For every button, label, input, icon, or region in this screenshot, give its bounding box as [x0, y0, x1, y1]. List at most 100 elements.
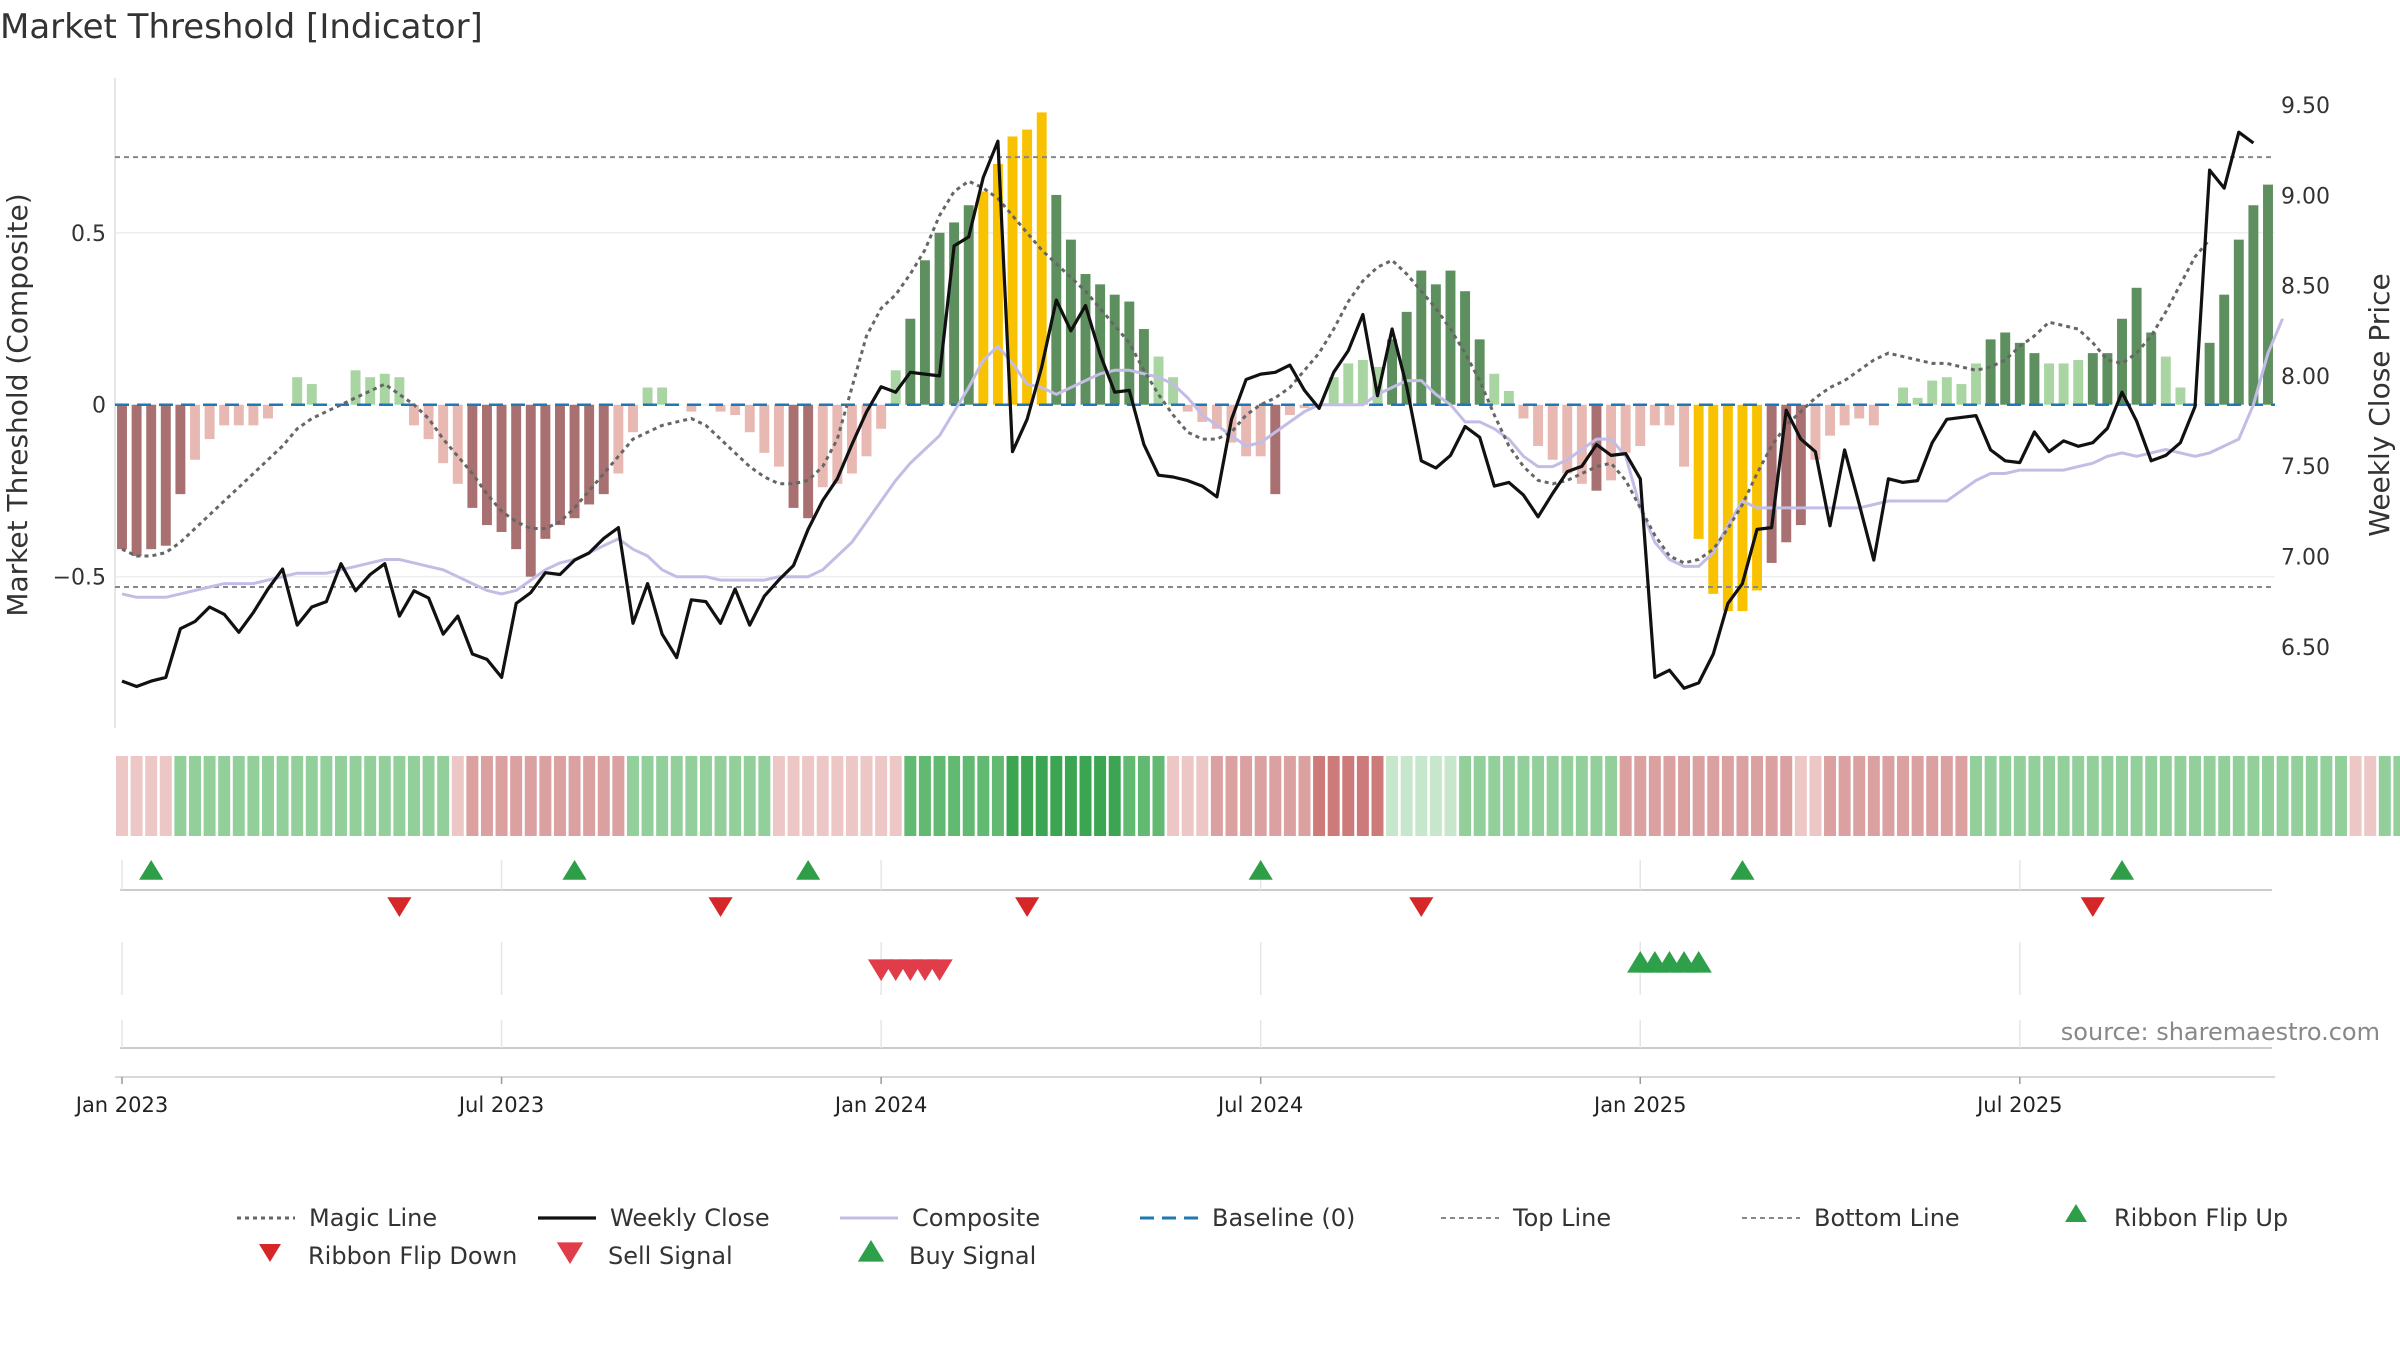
ribbon-cell — [802, 756, 815, 836]
histogram-bar — [1576, 404, 1587, 484]
ribbon-cell — [232, 756, 245, 836]
legend-item-buy: Buy Signal — [857, 1240, 1036, 1270]
ribbon-cell — [1575, 756, 1588, 836]
ribbon-cell — [1780, 756, 1793, 836]
ribbon-cell — [860, 756, 873, 836]
magic-line — [121, 179, 2211, 565]
histogram-bar — [934, 232, 945, 405]
ribbon-cell — [1386, 756, 1399, 836]
ribbon-cell — [524, 756, 537, 836]
histogram-bar — [1153, 356, 1164, 405]
ribbon-flip-down-marker — [387, 897, 412, 917]
ribbon-cell — [203, 756, 216, 836]
ribbon-cell — [1488, 756, 1501, 836]
ribbon-cell — [1502, 756, 1515, 836]
histogram-bar — [1430, 284, 1441, 405]
histogram-bar — [1985, 339, 1996, 405]
histogram-bar — [409, 404, 419, 426]
ribbon-cell — [1897, 756, 1910, 836]
bottom-panel — [115, 1047, 2275, 1078]
legend-label: Bottom Line — [1814, 1204, 1960, 1232]
histogram-bar — [1445, 270, 1456, 405]
ribbon-cell — [1035, 756, 1048, 836]
trend-ribbon — [116, 756, 2400, 836]
ribbon-cell — [1473, 756, 1486, 836]
weekly-close-line — [121, 130, 2255, 690]
ribbon-cell — [1721, 756, 1734, 836]
ribbon-cell — [772, 756, 785, 836]
ribbon-cell — [291, 756, 304, 836]
histogram-bar — [2000, 332, 2011, 405]
ribbon-cell — [1021, 756, 1034, 836]
histogram-bar — [1138, 329, 1149, 405]
ribbon-flip-down-marker — [2080, 897, 2105, 917]
ribbon-cell — [889, 756, 902, 836]
ribbon-cell — [583, 756, 596, 836]
histogram-bar — [1693, 404, 1704, 539]
ribbon-cell — [1999, 756, 2012, 836]
ribbon-cell — [2028, 756, 2041, 836]
ribbon-cell — [816, 756, 829, 836]
histogram-bar — [306, 384, 317, 405]
x-gridlines — [121, 860, 2021, 1048]
histogram-bar — [2073, 360, 2084, 405]
legend-label: Sell Signal — [608, 1242, 733, 1270]
ribbon-cell — [568, 756, 581, 836]
ribbon-cell — [276, 756, 289, 836]
histogram-bar — [569, 404, 580, 519]
histogram-bar — [1080, 274, 1091, 405]
histogram-bar — [248, 404, 259, 426]
histogram-bar — [715, 404, 726, 412]
histogram-bar — [1036, 112, 1047, 405]
histogram-bar — [1489, 373, 1500, 405]
ribbon-cell — [2057, 756, 2070, 836]
sell-signal-marker — [926, 959, 953, 981]
x-tick-label: Jan 2023 — [74, 1093, 169, 1117]
histogram-bar — [1474, 339, 1485, 405]
ribbon-cell — [1415, 756, 1428, 836]
signal-markers — [139, 860, 2135, 981]
histogram-bar — [292, 377, 303, 405]
histogram-bar — [2204, 342, 2215, 405]
ribbon-cell — [1006, 756, 1019, 836]
ribbon-cell — [1283, 756, 1296, 836]
ribbon-cell — [437, 756, 450, 836]
histogram-bar — [905, 318, 916, 405]
source-note: source: sharemaestro.com — [2061, 1018, 2380, 1046]
histogram-bar — [350, 370, 361, 405]
ribbon-cell — [539, 756, 552, 836]
ribbon-cell — [393, 756, 406, 836]
x-tick-label: Jul 2025 — [1975, 1093, 2062, 1117]
histogram-bar — [1854, 404, 1865, 419]
legend-item-flipdown: Ribbon Flip Down — [259, 1242, 517, 1270]
histogram-bar — [1095, 284, 1106, 405]
histogram-bar — [1737, 404, 1748, 612]
ribbon-cell — [626, 756, 639, 836]
ribbon-cell — [656, 756, 669, 836]
ribbon-cell — [247, 756, 260, 836]
histogram-bar — [627, 404, 638, 433]
ribbon-cell — [1940, 756, 1953, 836]
ribbon-cell — [378, 756, 391, 836]
histogram-bar — [1182, 404, 1193, 412]
histogram-bar — [1562, 404, 1573, 474]
ribbon-cell — [1619, 756, 1632, 836]
ribbon-cell — [1736, 756, 1749, 836]
histogram-bar — [1898, 387, 1908, 405]
ribbon-cell — [685, 756, 698, 836]
histogram-bar — [131, 404, 142, 557]
histogram-bar — [1591, 404, 1602, 491]
ribbon-cell — [2247, 756, 2260, 836]
histogram-bar — [1460, 291, 1471, 405]
y-ticks-right: 9.50 9.00 8.50 8.00 7.50 7.00 6.50 — [2281, 94, 2330, 661]
legend-marker — [556, 1242, 584, 1264]
histogram-bar — [1606, 404, 1617, 481]
ribbon-cell — [991, 756, 1004, 836]
ribbon-cell — [1546, 756, 1559, 836]
legend-item-magic: Magic Line — [237, 1204, 437, 1232]
histogram-bar — [1795, 404, 1806, 526]
histogram-bar — [2233, 239, 2244, 405]
ribbon-cell — [1517, 756, 1530, 836]
ribbon-cell — [1765, 756, 1778, 836]
ribbon-cell — [2291, 756, 2304, 836]
